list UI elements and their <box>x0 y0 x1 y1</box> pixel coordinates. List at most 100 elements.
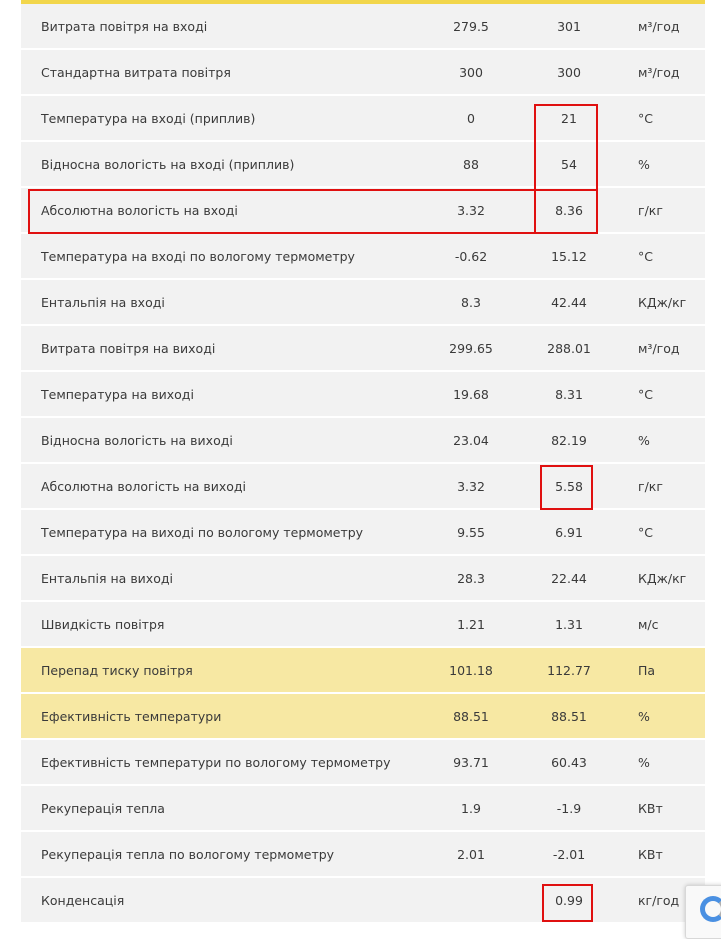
value-col-2: 6.91 <box>555 524 583 540</box>
value-col-2: 5.58 <box>555 478 583 494</box>
param-name: Абсолютна вологість на виході <box>41 478 247 494</box>
unit-label: °C <box>638 110 653 126</box>
table-row: Відносна вологість на вході (приплив) 88 5… <box>21 142 705 186</box>
results-table: Витрата повітря на вході 279.5 301 м³/год Ст… <box>21 4 705 924</box>
value-col-2: 54 <box>561 156 577 172</box>
table-row: Температура на виході 19.68 8.31 °C <box>21 372 705 416</box>
table-row: Ефективність температури 88.51 88.51% <box>21 694 705 738</box>
param-name: Конденсація <box>41 892 125 908</box>
value-col-1: 88 <box>463 156 479 172</box>
value-col-2: 42.44 <box>551 294 587 310</box>
unit-label: м/с <box>638 616 659 632</box>
param-name: Ентальпія на виході <box>41 570 173 586</box>
value-col-2: 8.31 <box>555 386 583 402</box>
unit-label: г/кг <box>638 202 663 218</box>
value-col-1: 88.51 <box>453 708 489 724</box>
table-row: Ентальпія на виході 28.3 22.44 КДж/кг <box>21 556 705 600</box>
unit-label: % <box>638 432 650 448</box>
param-name: Температура на виході <box>41 386 194 402</box>
param-name: Відносна вологість на виході <box>41 432 233 448</box>
unit-label: КВт <box>638 846 663 862</box>
param-name: Рекуперація тепла по вологому термометру <box>41 846 335 862</box>
unit-label: % <box>638 708 650 724</box>
value-col-1: 0 <box>467 110 475 126</box>
unit-label: % <box>638 754 650 770</box>
unit-label: °C <box>638 248 653 264</box>
table-row: Витрата повітря на виході 299.65 288.01 м³/… <box>21 326 705 370</box>
value-col-2: -1.9 <box>556 800 582 816</box>
table-row: Ефективність температури по вологому тер… <box>21 740 705 784</box>
unit-label: °C <box>638 524 653 540</box>
param-name: Температура на виході по вологому термом… <box>41 524 364 540</box>
value-col-2: -2.01 <box>552 846 586 862</box>
unit-label: г/кг <box>638 478 663 494</box>
value-col-2: 22.44 <box>551 570 587 586</box>
top-accent-bar <box>21 0 705 4</box>
param-name: Перепад тиску повітря <box>41 662 193 678</box>
value-col-1: 279.5 <box>453 18 489 34</box>
unit-label: м³/год <box>638 64 680 80</box>
unit-label: КДж/кг <box>638 294 687 310</box>
unit-label: Па <box>638 662 656 678</box>
value-col-1: 2.01 <box>457 846 485 862</box>
table-row: Конденсація 0.99 кг/год <box>21 878 705 922</box>
param-name: Температура на вході по вологому термоме… <box>41 248 355 264</box>
value-col-2: 8.36 <box>555 202 583 218</box>
value-col-2: 21 <box>561 110 577 126</box>
value-col-1: 93.71 <box>453 754 489 770</box>
param-name: Швидкість повітря <box>41 616 165 632</box>
value-col-2: 15.12 <box>551 248 587 264</box>
param-name: Стандартна витрата повітря <box>41 64 231 80</box>
value-col-1: 300 <box>459 64 483 80</box>
table-row: Температура на вході (приплив) 0 21 °C <box>21 96 705 140</box>
value-col-2: 88.51 <box>551 708 587 724</box>
value-col-1: 8.3 <box>461 294 481 310</box>
unit-label: кг/год <box>638 892 680 908</box>
value-col-2: 288.01 <box>547 340 591 356</box>
param-name: Абсолютна вологість на вході <box>41 202 238 218</box>
value-col-1: 23.04 <box>453 432 489 448</box>
value-col-2: 112.77 <box>547 662 591 678</box>
unit-label: % <box>638 156 650 172</box>
value-col-1: 9.55 <box>457 524 485 540</box>
unit-label: м³/год <box>638 340 680 356</box>
value-col-1: -0.62 <box>454 248 488 264</box>
unit-label: °C <box>638 386 653 402</box>
value-col-1: 1.21 <box>457 616 485 632</box>
table-row: Відносна вологість на виході 23.04 82.19% <box>21 418 705 462</box>
unit-label: м³/год <box>638 18 680 34</box>
value-col-2: 301 <box>557 18 581 34</box>
param-name: Ефективність температури по вологому тер… <box>41 754 391 770</box>
table-row: Температура на вході по вологому термоме… <box>21 234 705 278</box>
table-row: Абсолютна вологість на вході 3.32 8.36 г/кг <box>21 188 705 232</box>
value-col-2: 82.19 <box>551 432 587 448</box>
table-row: Ентальпія на вході 8.3 42.44 КДж/кг <box>21 280 705 324</box>
value-col-1: 3.32 <box>457 202 485 218</box>
value-col-1: 19.68 <box>453 386 489 402</box>
unit-label: КДж/кг <box>638 570 687 586</box>
param-name: Рекуперація тепла <box>41 800 165 816</box>
param-name: Витрата повітря на виході <box>41 340 216 356</box>
table-row: Перепад тиску повітря 101.18 112.77 Па <box>21 648 705 692</box>
value-col-2: 300 <box>557 64 581 80</box>
unit-label: КВт <box>638 800 663 816</box>
recaptcha-icon <box>700 896 721 922</box>
param-name: Витрата повітря на вході <box>41 18 208 34</box>
value-col-1: 28.3 <box>457 570 485 586</box>
table-row: Температура на виході по вологому термом… <box>21 510 705 554</box>
value-col-1: 299.65 <box>449 340 493 356</box>
table-row: Абсолютна вологість на виході 3.32 5.58 г/к… <box>21 464 705 508</box>
table-row: Рекуперація тепла 1.9 -1.9 КВт <box>21 786 705 830</box>
param-name: Відносна вологість на вході (приплив) <box>41 156 295 172</box>
table-row: Витрата повітря на вході 279.5 301 м³/год <box>21 4 705 48</box>
table-row: Швидкість повітря 1.21 1.31 м/с <box>21 602 705 646</box>
table-row: Стандартна витрата повітря 300 300 м³/год <box>21 50 705 94</box>
param-name: Ефективність температури <box>41 708 222 724</box>
value-col-2: 60.43 <box>551 754 587 770</box>
value-col-1: 3.32 <box>457 478 485 494</box>
value-col-2: 0.99 <box>555 892 583 908</box>
value-col-2: 1.31 <box>555 616 583 632</box>
table-row: Рекуперація тепла по вологому термометру… <box>21 832 705 876</box>
value-col-1: 101.18 <box>449 662 493 678</box>
recaptcha-badge[interactable] <box>685 885 721 939</box>
